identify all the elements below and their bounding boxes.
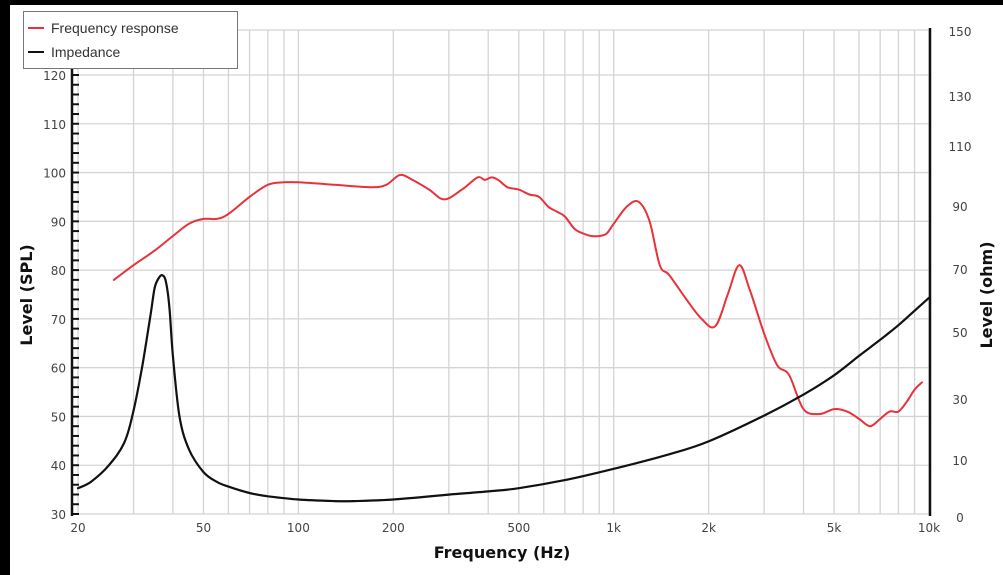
legend-swatch-black-icon <box>28 51 44 53</box>
legend-label: Impedance <box>51 44 121 60</box>
x-tick-label: 100 <box>287 521 310 535</box>
y-tick-label-left: 50 <box>51 410 66 424</box>
legend-label: Frequency response <box>51 20 179 36</box>
series-frequency-response <box>112 173 923 428</box>
chart-legend: Frequency response Impedance <box>23 11 238 69</box>
y-tick-label-right: 150 <box>949 25 972 39</box>
y-axis-right-title: Level (ohm) <box>977 241 996 348</box>
x-tick-label: 5k <box>827 521 842 535</box>
y-tick-label-right: 110 <box>949 140 972 154</box>
y-tick-label-left: 30 <box>51 508 66 522</box>
y-tick-label-right: 10 <box>952 454 967 468</box>
y-tick-label-right: 90 <box>952 200 967 214</box>
y-tick-label-left: 120 <box>43 69 66 83</box>
y-tick-label-right: 70 <box>952 263 967 277</box>
legend-swatch-red-icon <box>28 27 44 29</box>
y-tick-label-left: 100 <box>43 167 66 181</box>
y-tick-label-left: 60 <box>51 362 66 376</box>
y-tick-label-left: 70 <box>51 313 66 327</box>
x-tick-label: 10k <box>918 521 940 535</box>
y-tick-label-right: 130 <box>949 90 972 104</box>
x-tick-label: 20 <box>70 521 85 535</box>
y-tick-label-right: 30 <box>952 393 967 407</box>
x-tick-label: 1k <box>606 521 621 535</box>
x-tick-label: 200 <box>382 521 405 535</box>
y-tick-label-left: 90 <box>51 215 66 229</box>
legend-item-impedance: Impedance <box>28 42 120 62</box>
y-axis-left-title: Level (SPL) <box>17 244 36 345</box>
x-tick-label: 50 <box>196 521 211 535</box>
series-impedance <box>76 274 931 503</box>
chart-canvas: 30 40 50 60 70 80 90 100 110 120 0 10 30 50 70 90 110 130… <box>10 5 1003 575</box>
y-tick-label-right: 0 <box>956 511 964 525</box>
x-tick-label: 500 <box>507 521 530 535</box>
y-tick-label-left: 110 <box>43 118 66 132</box>
x-axis-title: Frequency (Hz) <box>434 543 571 562</box>
y-tick-label-right: 50 <box>952 326 967 340</box>
y-tick-label-left: 40 <box>51 459 66 473</box>
x-tick-label: 2k <box>701 521 716 535</box>
y-tick-label-left: 80 <box>51 264 66 278</box>
chart-plot: 30 40 50 60 70 80 90 100 110 120 0 10 30 50 70 90 110 130… <box>17 25 996 562</box>
legend-item-frequency-response: Frequency response <box>28 18 179 38</box>
